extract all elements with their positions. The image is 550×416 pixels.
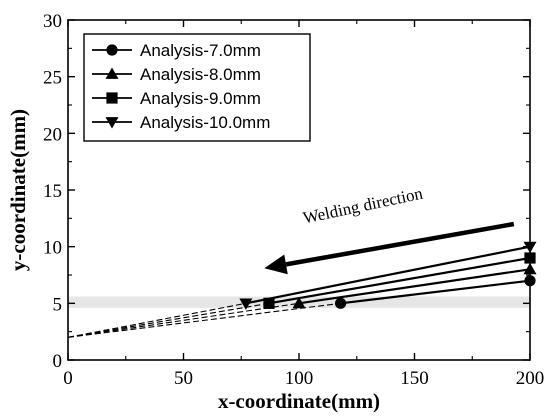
y-tick-label: 25 [43, 68, 62, 89]
x-tick-label: 100 [285, 368, 314, 389]
legend-entry-label: Analysis-8.0mm [140, 65, 261, 84]
y-tick-label: 30 [43, 11, 62, 32]
x-tick-label: 150 [400, 368, 429, 389]
series-2-line [268, 256, 531, 305]
legend-entry-label: Analysis-10.0mm [140, 113, 270, 132]
series-3-extrapolation [67, 302, 246, 338]
legend: Analysis-7.0mm Analysis-8.0mm Analysis-9.0… [83, 33, 311, 142]
legend-entry-label: Analysis-7.0mm [140, 41, 261, 60]
y-tick-label: 5 [53, 294, 63, 315]
series-1-line [298, 268, 531, 305]
legend-marker [106, 92, 118, 104]
axis-layer: 0 50 100 150 200 0 5 10 15 20 25 30 [43, 11, 544, 389]
y-tick-label: 10 [43, 238, 62, 259]
y-tick-label: 20 [43, 124, 62, 145]
series-0-extrapolation [67, 302, 341, 338]
plot-layer [67, 241, 537, 338]
x-tick-label: 200 [516, 368, 545, 389]
series-3-line [245, 245, 531, 305]
welding-direction-arrow-head [264, 254, 288, 275]
series-0-line [340, 279, 531, 305]
welding-direction-arrow-shaft [285, 221, 515, 267]
legend-entry-label: Analysis-9.0mm [140, 89, 261, 108]
series-1-extrapolation [67, 302, 300, 338]
y-tick-label: 15 [43, 181, 62, 202]
series-0-point-start [334, 297, 347, 309]
y-axis-title: y-coordinate(mm) [6, 109, 30, 271]
series-2-point-start [263, 297, 275, 309]
x-tick-label: 50 [174, 368, 193, 389]
legend-box [83, 33, 311, 142]
series-2-extrapolation [67, 302, 270, 338]
series-1-point-start [292, 296, 306, 309]
legend-marker [105, 117, 119, 129]
x-axis-title: x-coordinate(mm) [218, 389, 380, 413]
series-3-point-start [239, 298, 253, 310]
y-tick-label: 0 [53, 351, 63, 372]
legend-marker [105, 67, 119, 79]
x-tick-label: 0 [63, 368, 73, 389]
legend-marker [106, 44, 118, 56]
